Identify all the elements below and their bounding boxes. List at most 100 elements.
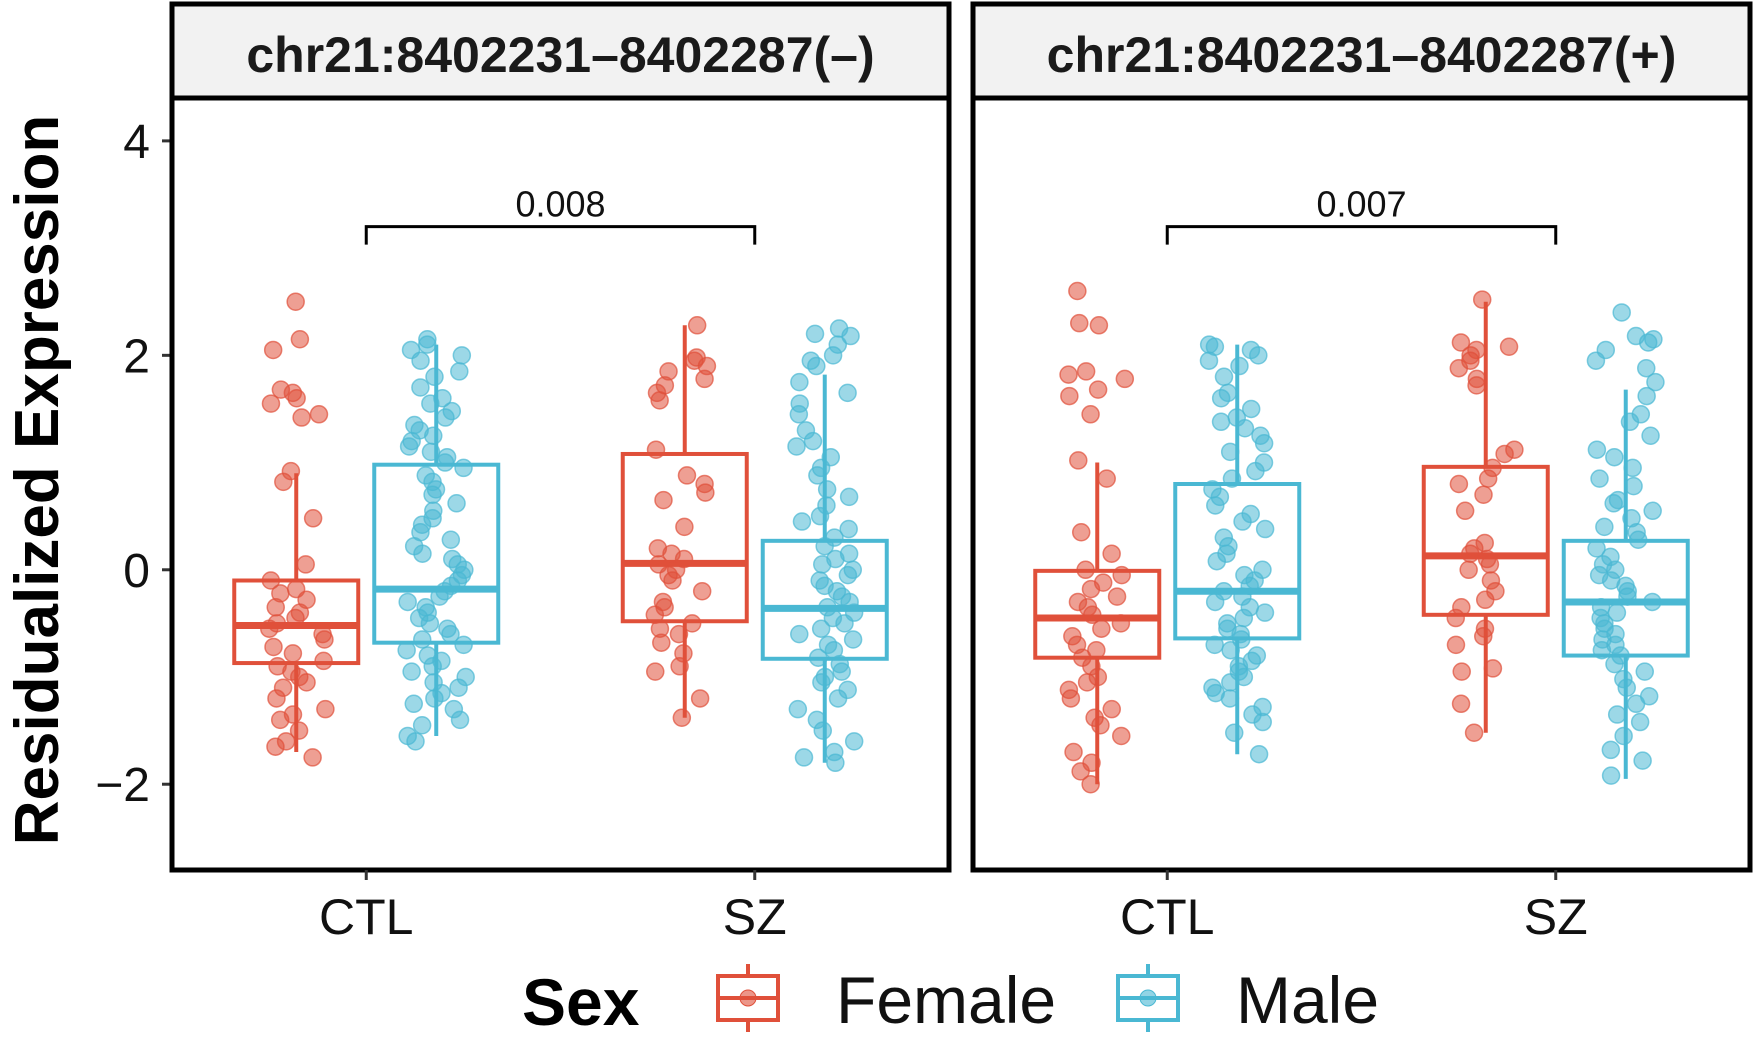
data-point (1601, 766, 1621, 785)
data-point (263, 340, 283, 360)
data-point (1635, 662, 1655, 681)
data-point (286, 608, 305, 628)
data-point (397, 640, 416, 660)
data-point (303, 748, 322, 767)
data-point (297, 673, 316, 692)
data-point (1630, 712, 1650, 732)
box-group (232, 292, 361, 767)
data-point (1092, 619, 1111, 638)
data-point (266, 737, 285, 756)
data-point (663, 571, 682, 590)
data-point (823, 346, 843, 365)
data-point (418, 335, 437, 354)
data-point (1221, 673, 1240, 692)
panel-frame (970, 95, 1753, 873)
data-point (1495, 444, 1514, 464)
data-point (1255, 603, 1275, 622)
y-axis: −2 0 2 4 (95, 116, 172, 812)
data-point (1499, 337, 1519, 357)
y-tick-label: −2 (95, 759, 150, 812)
data-point (399, 437, 419, 456)
data-point (454, 635, 473, 655)
data-point (828, 689, 848, 708)
data-point (1206, 496, 1225, 515)
data-point (1211, 412, 1231, 432)
data-point (1607, 603, 1627, 622)
data-point (1641, 426, 1660, 445)
facet-title: chr21:8402231–8402287(+) (1047, 27, 1677, 83)
data-point (815, 536, 834, 556)
data-point (411, 378, 430, 397)
data-point (1220, 442, 1240, 462)
data-point (1081, 405, 1100, 424)
data-point (808, 648, 828, 667)
data-point (1480, 555, 1500, 574)
legend-entry-label: Male (1236, 963, 1379, 1037)
x-tick-label: SZ (723, 889, 787, 945)
data-point (1235, 418, 1255, 438)
data-point (1111, 614, 1131, 633)
data-point (316, 699, 335, 719)
data-point (1233, 512, 1252, 531)
data-point (1474, 627, 1493, 646)
data-point (808, 466, 827, 485)
data-point (1636, 358, 1656, 378)
box-group (1173, 335, 1302, 764)
p-value-label: 0.008 (515, 184, 605, 225)
data-point (1637, 386, 1656, 406)
data-point (1077, 673, 1097, 692)
data-point (1234, 608, 1254, 628)
data-point (1069, 451, 1088, 470)
data-point (452, 346, 472, 365)
significance-bracket (364, 225, 757, 245)
data-point (692, 581, 712, 601)
data-point (286, 292, 305, 311)
data-point (1211, 388, 1231, 408)
data-point (687, 316, 707, 335)
data-point (264, 637, 283, 657)
data-point (1207, 551, 1227, 571)
data-point (290, 330, 310, 349)
y-axis-label: Residualized Expression (3, 115, 72, 845)
data-point (1592, 640, 1612, 660)
data-point (1624, 476, 1643, 496)
data-point (1446, 635, 1466, 655)
data-point (1638, 333, 1658, 352)
data-point (817, 480, 837, 499)
data-point (420, 614, 440, 633)
data-point (406, 732, 425, 751)
data-point (261, 571, 281, 590)
box-group (1561, 303, 1690, 785)
data-point (274, 472, 293, 492)
data-point (650, 391, 669, 410)
data-point (1102, 544, 1121, 563)
x-tick-label: CTL (319, 889, 413, 945)
data-point (449, 678, 468, 697)
data-point (843, 630, 863, 649)
data-point (646, 440, 666, 459)
data-point (1590, 469, 1609, 488)
data-point (690, 689, 710, 708)
data-point (841, 326, 860, 346)
data-point (1089, 316, 1109, 335)
data-point (1451, 333, 1471, 352)
data-point (1221, 640, 1240, 660)
data-point (1587, 440, 1607, 459)
data-point (287, 388, 306, 408)
data-point (404, 694, 424, 714)
data-point (792, 512, 812, 531)
data-point (421, 442, 441, 462)
data-point (1464, 723, 1484, 743)
data-point (1249, 346, 1268, 365)
y-tick-label: 2 (123, 330, 150, 383)
data-point (1255, 519, 1275, 539)
data-point (1617, 678, 1636, 697)
legend-key: Male (1116, 963, 1379, 1037)
data-point (1467, 376, 1486, 395)
data-point (424, 426, 443, 445)
data-point (1081, 774, 1100, 794)
data-point (1455, 501, 1475, 521)
data-point (425, 367, 444, 387)
